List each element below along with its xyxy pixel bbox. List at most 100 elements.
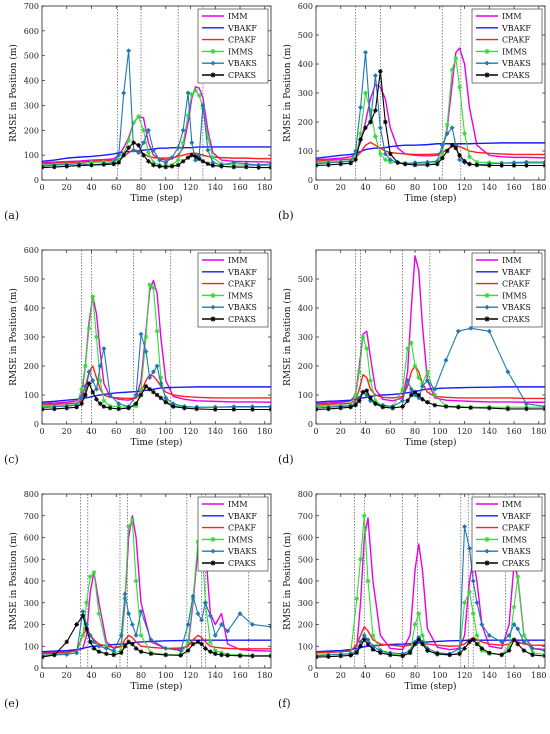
y-tick-label: 800 xyxy=(298,490,313,499)
data-point-imms xyxy=(378,151,383,157)
data-point-cpaks xyxy=(467,639,472,645)
x-tick-label: 160 xyxy=(232,183,247,192)
data-point-vbaks xyxy=(523,401,529,407)
legend-label-imm: IMM xyxy=(228,12,248,21)
y-tick-label: 200 xyxy=(24,126,39,135)
series-line-cpakf xyxy=(316,365,545,406)
data-point-cpaks xyxy=(208,649,213,654)
data-point-cpaks xyxy=(131,140,136,146)
data-point-cpaks xyxy=(416,392,422,398)
x-tick-label: 140 xyxy=(482,427,497,436)
legend-label-vbaks: VBAKS xyxy=(227,59,257,68)
data-point-cpaks xyxy=(268,407,271,412)
legend-label-imms: IMMS xyxy=(502,47,527,56)
data-point-imms xyxy=(453,55,459,61)
data-point-imms xyxy=(210,155,216,160)
data-point-cpaks xyxy=(121,152,127,158)
data-point-vbaks xyxy=(195,611,201,617)
x-tick-label: 60 xyxy=(111,671,121,680)
data-point-vbaks xyxy=(192,157,199,163)
data-point-cpaks xyxy=(219,164,224,169)
data-point-cpaks xyxy=(213,407,218,412)
data-point-imms xyxy=(444,122,450,128)
y-tick-label: 700 xyxy=(298,512,313,521)
data-point-vbaks xyxy=(542,648,545,654)
y-tick-label: 200 xyxy=(24,621,39,630)
legend-label-vbaks: VBAKS xyxy=(227,547,257,556)
legend-marker-cpaks xyxy=(484,316,490,322)
data-point-imms xyxy=(400,386,405,392)
data-point-vbaks xyxy=(432,386,438,392)
y-tick-label: 0 xyxy=(34,176,39,185)
data-point-vbaks xyxy=(443,357,449,363)
legend-marker-imms xyxy=(484,536,490,542)
data-point-cpaks xyxy=(348,160,353,166)
data-point-vbaks xyxy=(212,632,218,638)
data-point-vbaks xyxy=(79,395,85,401)
y-tick-label: 300 xyxy=(298,89,313,98)
data-point-cpaks xyxy=(101,404,107,409)
x-tick-label: 60 xyxy=(385,427,395,436)
x-tick-label: 100 xyxy=(432,183,447,192)
data-point-imms xyxy=(97,378,103,383)
x-tick-label: 100 xyxy=(432,671,447,680)
data-point-imms xyxy=(370,633,376,638)
data-point-cpaks xyxy=(80,613,86,619)
data-point-vbaks xyxy=(185,621,191,628)
data-point-cpaks xyxy=(42,165,45,170)
x-tick-label: 120 xyxy=(457,427,472,436)
y-tick-label: 100 xyxy=(298,642,313,651)
legend-label-imm: IMM xyxy=(502,500,522,509)
legend-label-imm: IMM xyxy=(228,500,248,509)
data-point-cpaks xyxy=(178,653,183,658)
data-point-cpaks xyxy=(487,405,492,411)
data-point-imms xyxy=(432,392,438,398)
legend-label-imms: IMMS xyxy=(502,291,527,300)
data-point-vbaks xyxy=(419,383,426,389)
series-line-cpakf xyxy=(316,625,545,654)
data-point-cpaks xyxy=(151,389,156,395)
data-point-imms xyxy=(208,639,213,645)
data-point-vbaks xyxy=(158,380,164,386)
data-point-vbaks xyxy=(93,386,100,392)
data-point-vbaks xyxy=(505,369,511,375)
legend-box xyxy=(471,8,543,84)
data-point-imms xyxy=(363,90,368,96)
data-point-cpaks xyxy=(443,404,449,409)
x-tick-label: 0 xyxy=(313,183,318,192)
data-point-vbaks xyxy=(154,363,160,369)
series-line-vbakf xyxy=(42,639,271,653)
data-point-cpaks xyxy=(190,641,196,647)
data-point-vbaks xyxy=(91,639,97,645)
chart-panel-5: 0 20 40 60 80 100 120 140 160 180 0 100 200 300 400 500… xyxy=(4,490,272,710)
legend-box xyxy=(197,252,269,328)
data-point-cpaks xyxy=(435,161,440,167)
data-point-imms xyxy=(373,134,378,139)
axes-box xyxy=(41,5,272,181)
data-point-vbaks xyxy=(499,639,505,645)
y-tick-label: 500 xyxy=(298,275,313,284)
y-tick-label: 500 xyxy=(24,275,39,284)
data-point-vbaks xyxy=(506,632,512,638)
data-point-vbaks xyxy=(457,645,463,651)
y-tick-label: 300 xyxy=(24,101,39,110)
legend-box xyxy=(471,496,543,572)
legend-label-imms: IMMS xyxy=(228,47,253,56)
x-tick-label: 160 xyxy=(232,427,247,436)
data-point-cpaks xyxy=(175,162,181,168)
data-point-cpaks xyxy=(138,649,144,654)
x-axis-label: Time (step) xyxy=(405,437,457,448)
data-point-imms xyxy=(420,633,425,638)
legend-marker-cpaks xyxy=(484,560,490,566)
data-point-cpaks xyxy=(185,648,191,653)
y-tick-label: 600 xyxy=(298,534,313,543)
legend-label-imm: IMM xyxy=(502,256,522,265)
y-tick-label: 300 xyxy=(24,599,39,608)
data-point-cpaks xyxy=(203,646,208,651)
data-point-vbaks xyxy=(64,651,70,658)
x-tick-label: 140 xyxy=(208,183,223,192)
data-point-vbaks xyxy=(207,613,213,619)
data-point-vbaks xyxy=(145,127,152,133)
data-point-vbaks xyxy=(86,369,92,375)
x-tick-label: 180 xyxy=(257,427,272,436)
